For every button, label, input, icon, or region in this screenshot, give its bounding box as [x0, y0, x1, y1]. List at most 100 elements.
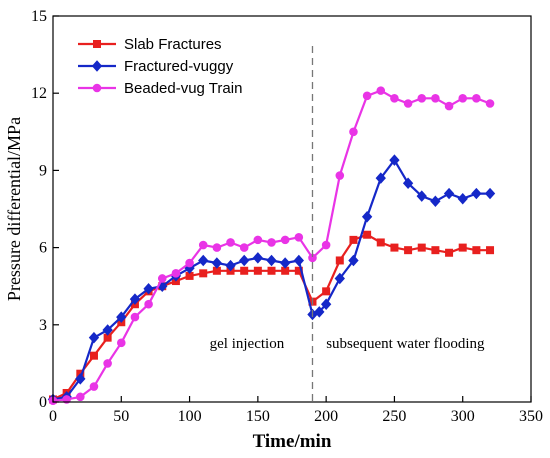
data-point-diamond: [443, 187, 455, 200]
y-tick-label: 9: [39, 162, 47, 179]
data-point-diamond: [279, 257, 291, 269]
data-point-diamond: [252, 252, 264, 264]
x-axis-title: Time/min: [253, 431, 332, 452]
series-beaded-vug-train: [48, 86, 495, 406]
x-tick-label: 300: [451, 408, 475, 425]
data-point-square: [404, 246, 413, 255]
data-point-diamond: [102, 324, 113, 336]
data-point-circle: [130, 312, 140, 322]
data-point-circle: [253, 235, 263, 245]
data-point-circle: [485, 99, 495, 108]
data-point-diamond: [416, 190, 427, 202]
data-point-circle: [76, 392, 85, 402]
data-point-circle: [103, 359, 112, 368]
data-point-diamond: [430, 195, 441, 208]
x-tick-label: 250: [382, 408, 406, 425]
annotation-subsequent-water-flooding: subsequent water flooding: [326, 336, 485, 352]
data-point-diamond: [211, 257, 223, 269]
data-point-square: [267, 266, 276, 275]
data-point-circle: [444, 101, 454, 111]
data-point-square: [390, 243, 399, 252]
ticks-layer: 0 50 100 150 200 250 300 350 0 3 6 9 12 15: [31, 8, 543, 425]
y-tick-label: 0: [39, 394, 47, 411]
data-point-diamond: [471, 187, 482, 200]
data-point-circle: [294, 233, 304, 242]
data-point-square: [349, 235, 358, 244]
legend-label: Fractured-vuggy: [124, 58, 234, 75]
data-point-circle: [280, 235, 290, 245]
data-point-square: [458, 243, 467, 252]
data-point-diamond: [129, 293, 141, 305]
data-point-diamond: [91, 60, 103, 72]
data-point-diamond: [389, 154, 400, 166]
data-point-diamond: [375, 172, 386, 184]
data-point-circle: [198, 240, 208, 250]
data-point-diamond: [225, 259, 236, 272]
y-axis-title: Pressure differential/MPa: [4, 117, 24, 301]
data-point-diamond: [314, 306, 325, 318]
annotation-gel-injection: gel injection: [210, 336, 285, 352]
data-point-circle: [362, 91, 372, 101]
y-tick-label: 3: [39, 317, 47, 334]
data-point-diamond: [348, 254, 359, 267]
data-point-square: [472, 246, 481, 255]
x-tick-label: 100: [178, 408, 202, 425]
data-point-square: [93, 40, 101, 48]
y-tick-label: 6: [39, 240, 47, 257]
data-point-circle: [62, 395, 71, 404]
data-point-circle: [116, 338, 126, 348]
data-point-diamond: [198, 254, 209, 267]
data-point-circle: [89, 382, 99, 391]
data-point-circle: [335, 171, 345, 180]
data-point-circle: [376, 86, 386, 95]
data-point-circle: [390, 94, 399, 103]
data-point-circle: [431, 94, 440, 103]
data-point-square: [335, 256, 344, 265]
x-tick-label: 350: [519, 408, 543, 425]
data-point-circle: [212, 243, 222, 252]
plot-frame: [52, 15, 532, 403]
legend-label: Slab Fractures: [124, 36, 222, 53]
data-point-diamond: [402, 177, 414, 190]
x-tick-label: 200: [314, 408, 338, 425]
data-point-square: [322, 287, 331, 296]
data-point-square: [199, 269, 208, 278]
x-tick-label: 50: [113, 408, 129, 425]
legend-label: Beaded-vug Train: [124, 80, 242, 97]
data-point-diamond: [484, 187, 496, 200]
data-point-diamond: [143, 283, 154, 295]
data-point-diamond: [239, 254, 250, 267]
data-point-square: [240, 266, 249, 275]
data-point-diamond: [88, 331, 100, 344]
data-point-circle: [321, 240, 331, 250]
data-point-diamond: [116, 311, 127, 323]
data-point-square: [417, 243, 426, 252]
data-point-circle: [458, 94, 468, 103]
data-point-square: [445, 248, 454, 257]
legend: Slab Fractures Fractured-vuggy Beaded-vug …: [78, 36, 242, 97]
data-point-circle: [403, 99, 413, 108]
data-point-square: [376, 238, 385, 247]
data-point-square: [431, 246, 440, 255]
data-point-square: [363, 230, 372, 239]
data-point-square: [253, 266, 262, 275]
data-point-diamond: [334, 272, 345, 285]
series-fractured-vuggy: [47, 154, 496, 406]
data-point-circle: [185, 258, 194, 268]
data-point-circle: [472, 94, 481, 103]
data-point-diamond: [293, 254, 305, 267]
x-tick-label: 0: [49, 408, 57, 425]
data-point-diamond: [361, 210, 373, 223]
data-point-diamond: [266, 254, 277, 267]
data-point-diamond: [75, 373, 86, 385]
data-point-circle: [157, 274, 167, 283]
data-point-circle: [239, 243, 249, 252]
data-point-circle: [171, 269, 181, 278]
y-tick-label: 12: [31, 85, 47, 102]
x-tick-label: 150: [246, 408, 270, 425]
data-point-square: [486, 246, 495, 255]
data-point-circle: [417, 94, 427, 103]
data-point-circle: [92, 83, 102, 93]
data-point-circle: [226, 238, 235, 247]
data-point-square: [89, 351, 98, 360]
